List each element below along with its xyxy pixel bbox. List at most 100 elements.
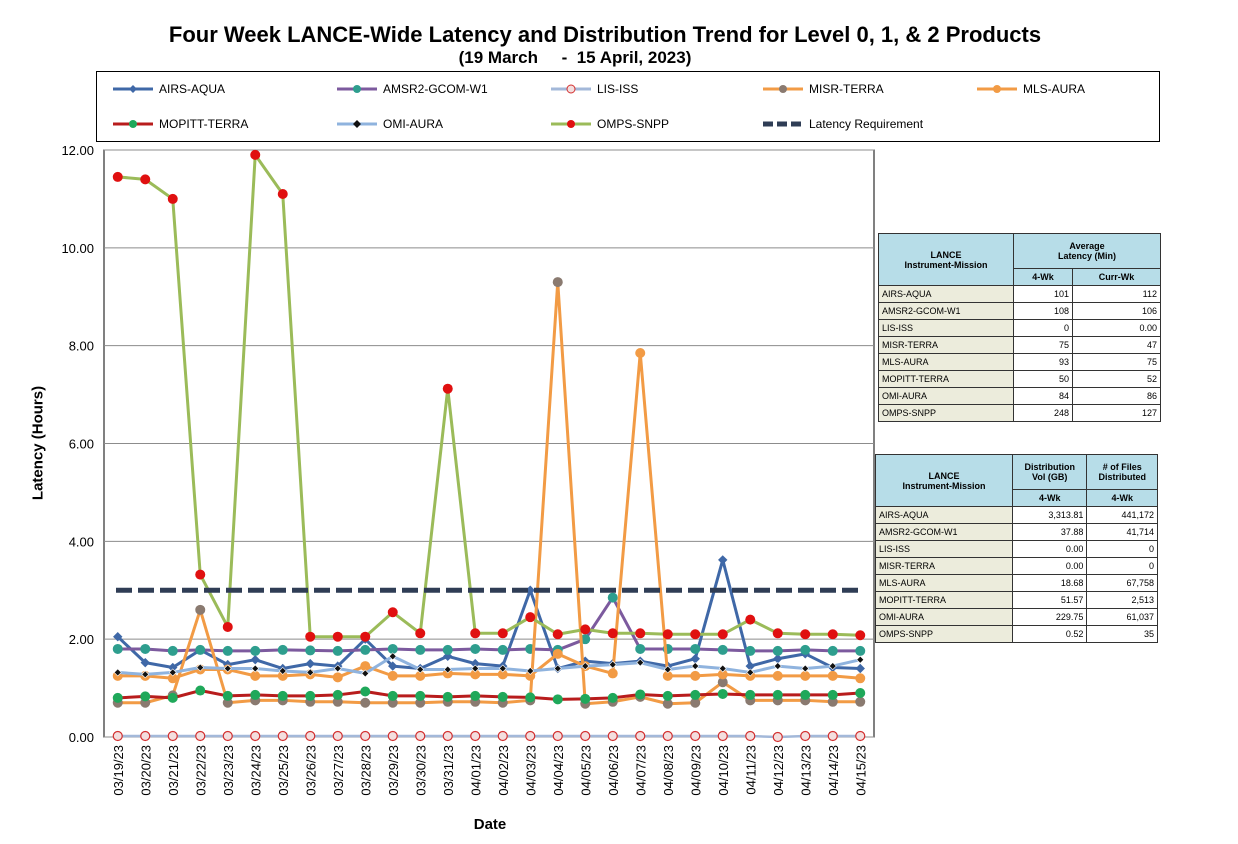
data-point-mopitt-terra [360, 686, 371, 697]
distribution-table-col-files-4wk: 4-Wk [1086, 489, 1158, 507]
series-line-lis-iss [117, 734, 861, 739]
legend-label: LIS-ISS [597, 82, 639, 96]
data-point-omi-aura [306, 668, 315, 677]
table-row: AIRS-AQUA 3,313.81 441,172 [875, 506, 1158, 524]
data-point-omi-aura [498, 664, 507, 673]
distribution-table-header-volume: Distribution Vol (GB) [1011, 454, 1088, 490]
latency-cell-value-a: 93 [1012, 353, 1074, 371]
data-point-omps-snpp [662, 629, 673, 640]
distribution-cell-value-b: 41,714 [1086, 523, 1158, 541]
x-tick-label: 03/21/23 [166, 745, 181, 796]
legend-swatch [977, 85, 1017, 93]
data-point-omps-snpp [140, 174, 151, 185]
data-point-omi-aura [196, 663, 205, 672]
data-point-mls-aura [277, 670, 288, 681]
latency-cell-mission: OMPS-SNPP [878, 404, 1014, 422]
data-point-amsr2-gcom-w1 [772, 645, 783, 656]
data-point-omps-snpp [360, 631, 371, 642]
distribution-table: LANCE Instrument-Mission Distribution Vo… [875, 454, 1158, 643]
legend-label: MLS-AURA [1023, 82, 1086, 96]
latency-cell-value-b: 112 [1072, 285, 1161, 303]
data-point-amsr2-gcom-w1 [690, 643, 701, 654]
legend-label: AMSR2-GCOM-W1 [383, 82, 488, 96]
data-point-omps-snpp [195, 569, 206, 580]
legend-label: MOPITT-TERRA [159, 117, 249, 131]
x-tick-label: 04/07/23 [633, 745, 648, 796]
data-point-misr-terra [662, 698, 673, 709]
data-point-mls-aura [800, 670, 811, 681]
data-point-airs-aqua [388, 661, 398, 671]
data-point-amsr2-gcom-w1 [360, 644, 371, 655]
data-point-omps-snpp [717, 629, 728, 640]
table-row: OMPS-SNPP 248 127 [878, 404, 1161, 422]
data-point-misr-terra [827, 696, 838, 707]
data-point-omi-aura [746, 668, 755, 677]
data-point-mls-aura [360, 661, 371, 672]
data-point-airs-aqua [855, 663, 865, 674]
data-point-omps-snpp [112, 171, 123, 182]
data-point-lis-iss [332, 730, 343, 742]
legend-item: MISR-TERRA [761, 79, 884, 99]
data-point-amsr2-gcom-w1 [112, 643, 123, 654]
data-point-omi-aura [663, 665, 672, 674]
distribution-cell-value-b: 35 [1086, 625, 1158, 643]
data-point-mls-aura [827, 670, 838, 681]
data-point-omps-snpp [167, 193, 178, 204]
y-tick-label: 0.00 [69, 730, 94, 745]
x-tick-label: 04/04/23 [551, 745, 566, 796]
x-tick-label: 04/01/23 [468, 745, 483, 796]
data-point-mopitt-terra [855, 687, 866, 698]
data-point-omi-aura [608, 660, 617, 669]
data-point-omps-snpp [525, 612, 536, 623]
data-point-omi-aura [718, 664, 727, 673]
data-point-omi-aura [828, 662, 837, 670]
x-axis-label: Date [473, 816, 507, 833]
legend-item: MOPITT-TERRA [111, 114, 248, 134]
distribution-cell-value-a: 3,313.81 [1011, 506, 1088, 524]
legend-label: OMI-AURA [383, 117, 443, 131]
legend-swatch [113, 120, 153, 128]
data-point-mopitt-terra [387, 690, 398, 701]
data-point-mopitt-terra [745, 689, 756, 700]
latency-cell-mission: MISR-TERRA [878, 336, 1014, 354]
distribution-cell-value-a: 37.88 [1011, 523, 1088, 541]
y-tick-label: 8.00 [69, 339, 94, 354]
data-point-lis-iss [415, 730, 426, 742]
data-point-omi-aura [141, 670, 150, 679]
data-point-amsr2-gcom-w1 [277, 644, 288, 655]
data-point-omps-snpp [497, 628, 508, 639]
data-point-omi-aura [113, 668, 122, 677]
x-tick-label: 03/27/23 [331, 745, 346, 796]
data-point-airs-aqua [113, 632, 123, 642]
data-point-omi-aura [251, 664, 260, 673]
table-row: OMPS-SNPP 0.52 35 [875, 625, 1158, 643]
data-point-mopitt-terra [415, 690, 426, 701]
table-row: MOPITT-TERRA 51.57 2,513 [875, 591, 1158, 609]
data-point-omi-aura [636, 658, 645, 667]
legend-swatch [113, 85, 153, 93]
table-row: AIRS-AQUA 101 112 [878, 285, 1161, 303]
x-tick-label: 03/24/23 [248, 745, 263, 796]
y-tick-label: 4.00 [69, 534, 94, 549]
data-point-mopitt-terra [800, 689, 811, 700]
data-point-airs-aqua [250, 655, 260, 665]
data-point-amsr2-gcom-w1 [332, 645, 343, 656]
series-line-mopitt-terra [117, 689, 861, 701]
data-point-mls-aura [635, 348, 646, 359]
data-point-omi-aura [691, 662, 700, 670]
distribution-cell-mission: MLS-AURA [875, 574, 1013, 592]
data-point-omi-aura [581, 662, 590, 670]
distribution-cell-value-b: 441,172 [1086, 506, 1158, 524]
legend-label: OMPS-SNPP [597, 117, 670, 131]
data-point-misr-terra [855, 696, 866, 707]
latency-cell-value-b: 0.00 [1072, 319, 1161, 337]
x-tick-label: 04/15/23 [853, 745, 868, 796]
data-point-amsr2-gcom-w1 [855, 645, 866, 656]
data-point-omi-aura [416, 665, 425, 674]
data-point-omi-aura [856, 655, 865, 664]
legend-swatch [337, 85, 377, 93]
data-point-omps-snpp [580, 624, 591, 635]
table-row: LIS-ISS 0.00 0 [875, 540, 1158, 558]
data-point-mopitt-terra [717, 688, 728, 699]
